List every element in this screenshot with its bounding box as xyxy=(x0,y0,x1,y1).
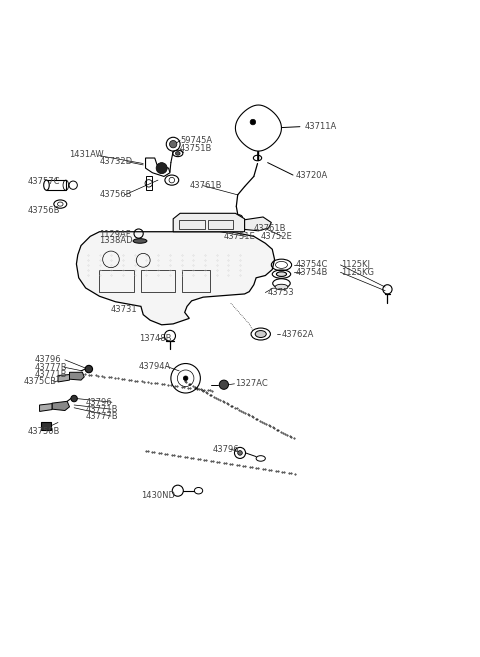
Text: 43711A: 43711A xyxy=(304,122,337,131)
Circle shape xyxy=(231,220,238,227)
Circle shape xyxy=(169,141,177,148)
Text: 43752E: 43752E xyxy=(261,232,292,241)
Circle shape xyxy=(85,365,93,373)
Ellipse shape xyxy=(44,180,49,191)
Text: 43751E: 43751E xyxy=(224,232,256,241)
Bar xyxy=(41,422,51,430)
Text: 43796: 43796 xyxy=(85,397,112,407)
Text: 43796: 43796 xyxy=(35,355,61,365)
Circle shape xyxy=(71,396,77,402)
Circle shape xyxy=(238,451,242,455)
Ellipse shape xyxy=(251,328,270,340)
Text: 43732D: 43732D xyxy=(99,157,132,166)
Polygon shape xyxy=(52,401,70,411)
Text: 43751B: 43751B xyxy=(180,145,213,153)
Text: 1129AF: 1129AF xyxy=(99,229,131,238)
Polygon shape xyxy=(173,214,245,232)
Bar xyxy=(208,220,233,229)
Polygon shape xyxy=(235,105,281,151)
Polygon shape xyxy=(39,403,52,411)
Bar xyxy=(141,269,176,292)
Text: 43762A: 43762A xyxy=(281,330,314,338)
Circle shape xyxy=(69,181,77,189)
Text: 1125KJ: 1125KJ xyxy=(341,260,371,269)
Text: 59745A: 59745A xyxy=(180,136,212,145)
Text: 43720A: 43720A xyxy=(295,171,327,180)
Text: 43754C: 43754C xyxy=(295,260,328,269)
Text: 1327AC: 1327AC xyxy=(235,379,268,388)
Text: 43750B: 43750B xyxy=(28,427,60,436)
Text: 43761B: 43761B xyxy=(189,181,222,190)
Bar xyxy=(99,269,134,292)
Text: 43731: 43731 xyxy=(111,305,138,313)
Circle shape xyxy=(250,120,256,125)
Text: 43757C: 43757C xyxy=(28,177,60,185)
Text: 4375CB: 4375CB xyxy=(24,378,57,386)
Text: 43777B: 43777B xyxy=(35,363,68,372)
Circle shape xyxy=(156,163,167,173)
Text: 43753: 43753 xyxy=(268,288,294,297)
Polygon shape xyxy=(245,217,271,231)
Ellipse shape xyxy=(133,238,147,243)
Text: 43756B: 43756B xyxy=(28,206,60,215)
Text: 43771B: 43771B xyxy=(85,405,118,414)
Text: 13748B: 13748B xyxy=(139,334,171,343)
Text: 43777B: 43777B xyxy=(85,411,118,420)
Ellipse shape xyxy=(255,330,266,338)
Circle shape xyxy=(183,376,188,380)
Ellipse shape xyxy=(276,272,287,277)
Text: 1338AD: 1338AD xyxy=(99,237,133,246)
Ellipse shape xyxy=(176,152,180,155)
Bar xyxy=(182,269,210,292)
Polygon shape xyxy=(70,373,84,380)
Polygon shape xyxy=(145,158,170,177)
Text: 43756B: 43756B xyxy=(99,191,132,199)
Text: 43796: 43796 xyxy=(212,445,239,454)
Text: 43754B: 43754B xyxy=(295,268,328,277)
Text: 43794A: 43794A xyxy=(139,362,171,371)
Polygon shape xyxy=(76,232,275,325)
Ellipse shape xyxy=(236,216,240,218)
Circle shape xyxy=(219,380,228,390)
Text: 43771B: 43771B xyxy=(35,370,68,379)
Bar xyxy=(179,220,204,229)
Text: 43761B: 43761B xyxy=(254,223,287,233)
Polygon shape xyxy=(58,374,70,382)
Text: 1125KG: 1125KG xyxy=(341,268,374,277)
Bar xyxy=(47,180,66,191)
Text: 1430ND: 1430ND xyxy=(141,491,175,500)
Text: 1431AW: 1431AW xyxy=(70,150,104,159)
Ellipse shape xyxy=(275,284,288,290)
